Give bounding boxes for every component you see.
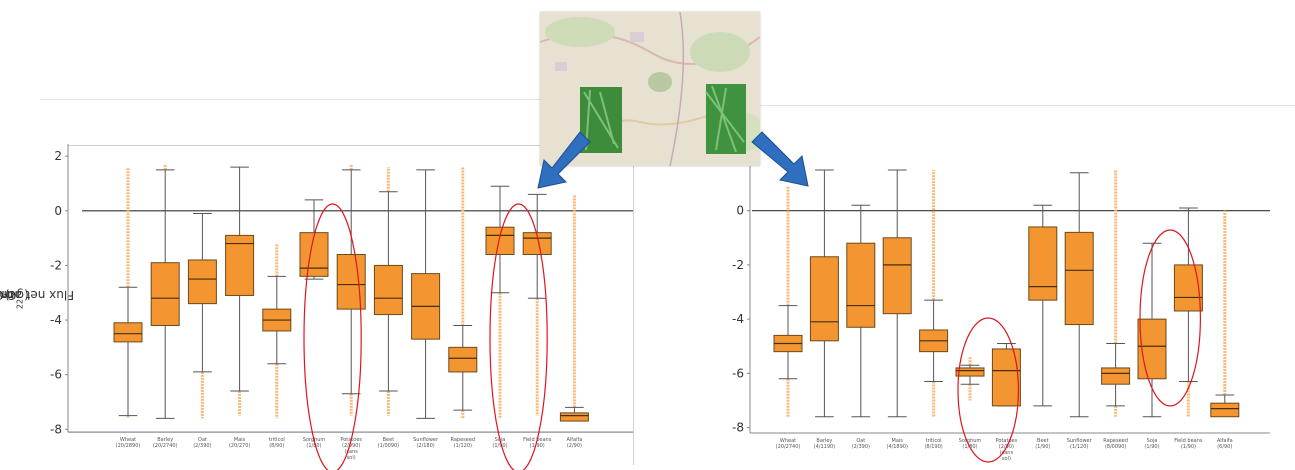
right-category-label: sol)	[1002, 456, 1011, 462]
left-highlight-ellipse	[489, 203, 548, 470]
right-category-label: (4/1890)	[886, 444, 908, 450]
left-category-label: Oat	[198, 437, 207, 443]
left-category-label: Barley	[157, 437, 173, 443]
left-box	[187, 259, 217, 305]
right-category-label: (1/90)	[1181, 444, 1196, 450]
right-category-label: Sunflower	[1067, 438, 1093, 444]
box-plot-right: 0 -2 -4 -6 -8 Wheat(20/2740) Barley(4/1190) Oat…	[732, 166, 1270, 463]
right-category-label: (8/190)	[924, 444, 942, 450]
left-category-label: Sunflower	[413, 437, 439, 443]
left-category-label: Wheat	[120, 437, 136, 443]
left-y-tick-label: -2	[50, 258, 62, 272]
left-highlight-ellipse	[303, 203, 362, 470]
left-box	[336, 254, 366, 310]
left-category-label: triticol	[269, 437, 285, 443]
right-box	[955, 367, 985, 377]
left-y-tick-label: -4	[50, 313, 62, 327]
left-category-label: (20/2890)	[116, 443, 141, 449]
right-box	[1173, 264, 1203, 312]
left-box	[113, 322, 143, 343]
box-plot-left: 2 0 -2 -4 -6 -8 Wheat(20/2890) Barley(20/2740) O…	[50, 144, 633, 470]
left-box	[448, 346, 478, 373]
left-category-label: (2/990)	[342, 443, 360, 449]
right-box	[1101, 367, 1131, 385]
right-y-tick-label: -4	[732, 312, 744, 326]
left-box	[485, 226, 515, 255]
left-category-label: Mais	[234, 437, 246, 443]
left-category-label: (1/120)	[454, 443, 472, 449]
left-box	[373, 264, 403, 316]
right-box	[1064, 231, 1094, 326]
right-category-label: Rapeseed	[1103, 438, 1128, 444]
left-category-label: (20/2740)	[153, 443, 178, 449]
right-category-label: (8/0090)	[1105, 444, 1127, 450]
right-category-label: Mais	[892, 438, 904, 444]
right-highlight-ellipse	[1139, 229, 1202, 407]
right-category-label: Sorghum	[959, 438, 982, 444]
left-category-label: (1/90)	[530, 443, 545, 449]
right-box	[809, 256, 839, 342]
left-y-tick-label: -8	[50, 422, 62, 436]
right-box	[846, 242, 876, 328]
right-category-label: Soja	[1147, 438, 1158, 444]
left-category-label: (2/90)	[567, 443, 582, 449]
left-chart-border-top	[68, 145, 633, 146]
left-category-label: Alfalfa	[566, 437, 582, 443]
left-box	[150, 262, 180, 327]
right-category-label: (20/2740)	[776, 444, 801, 450]
left-box	[559, 412, 589, 422]
right-category-label: triticol	[926, 438, 942, 444]
right-category-label: (6/90)	[1217, 444, 1232, 450]
top-divider-right	[760, 105, 1295, 106]
right-category-label: Potatoes	[996, 438, 1018, 444]
left-category-label: Beet	[383, 437, 395, 443]
left-category-label: (1/0090)	[378, 443, 400, 449]
left-category-label: (sans	[344, 449, 358, 455]
left-category-label: (2/180)	[416, 443, 434, 449]
left-category-label: (20/270)	[229, 443, 251, 449]
right-category-label: (sans	[1000, 450, 1014, 456]
left-y-tick-label: 0	[54, 204, 62, 218]
right-box	[882, 237, 912, 315]
right-category-label: (4/1190)	[814, 444, 836, 450]
left-chart-border-right	[633, 145, 634, 465]
left-category-label: (1/80)	[306, 443, 321, 449]
left-y-tick-label: 2	[54, 149, 62, 163]
right-category-label: (2/390)	[852, 444, 870, 450]
right-category-label: Beet	[1037, 438, 1049, 444]
left-box	[299, 232, 329, 277]
left-category-label: (8/90)	[269, 443, 284, 449]
left-category-label: (2/390)	[193, 443, 211, 449]
left-category-label: (1/90)	[492, 443, 507, 449]
left-category-label: Rapeseed	[450, 437, 475, 443]
right-y-tick-label: -2	[732, 258, 744, 272]
right-box	[1210, 402, 1240, 418]
right-y-tick-label: 0	[736, 204, 744, 218]
right-highlight-ellipse	[957, 317, 1020, 463]
top-divider-left	[40, 99, 540, 100]
left-category-label: sol)	[347, 455, 356, 461]
right-category-label: Barley	[816, 438, 832, 444]
right-category-label: Wheat	[780, 438, 796, 444]
right-category-label: Alfalfa	[1217, 438, 1233, 444]
right-y-tick-label: -6	[732, 366, 744, 380]
right-category-label: Field beans	[1174, 438, 1203, 444]
right-category-label: (1/90)	[1035, 444, 1050, 450]
left-box	[225, 234, 255, 296]
right-y-tick-label: -8	[732, 421, 744, 435]
right-box	[1028, 226, 1058, 301]
right-category-label: Oat	[856, 438, 865, 444]
right-category-label: (1/90)	[1144, 444, 1159, 450]
right-box	[991, 348, 1021, 407]
arrow-right-icon	[751, 131, 809, 187]
arrow-left-icon	[537, 131, 591, 189]
right-category-label: (1/120)	[1070, 444, 1088, 450]
left-y-tick-label: -6	[50, 368, 62, 382]
right-box	[1137, 318, 1167, 380]
